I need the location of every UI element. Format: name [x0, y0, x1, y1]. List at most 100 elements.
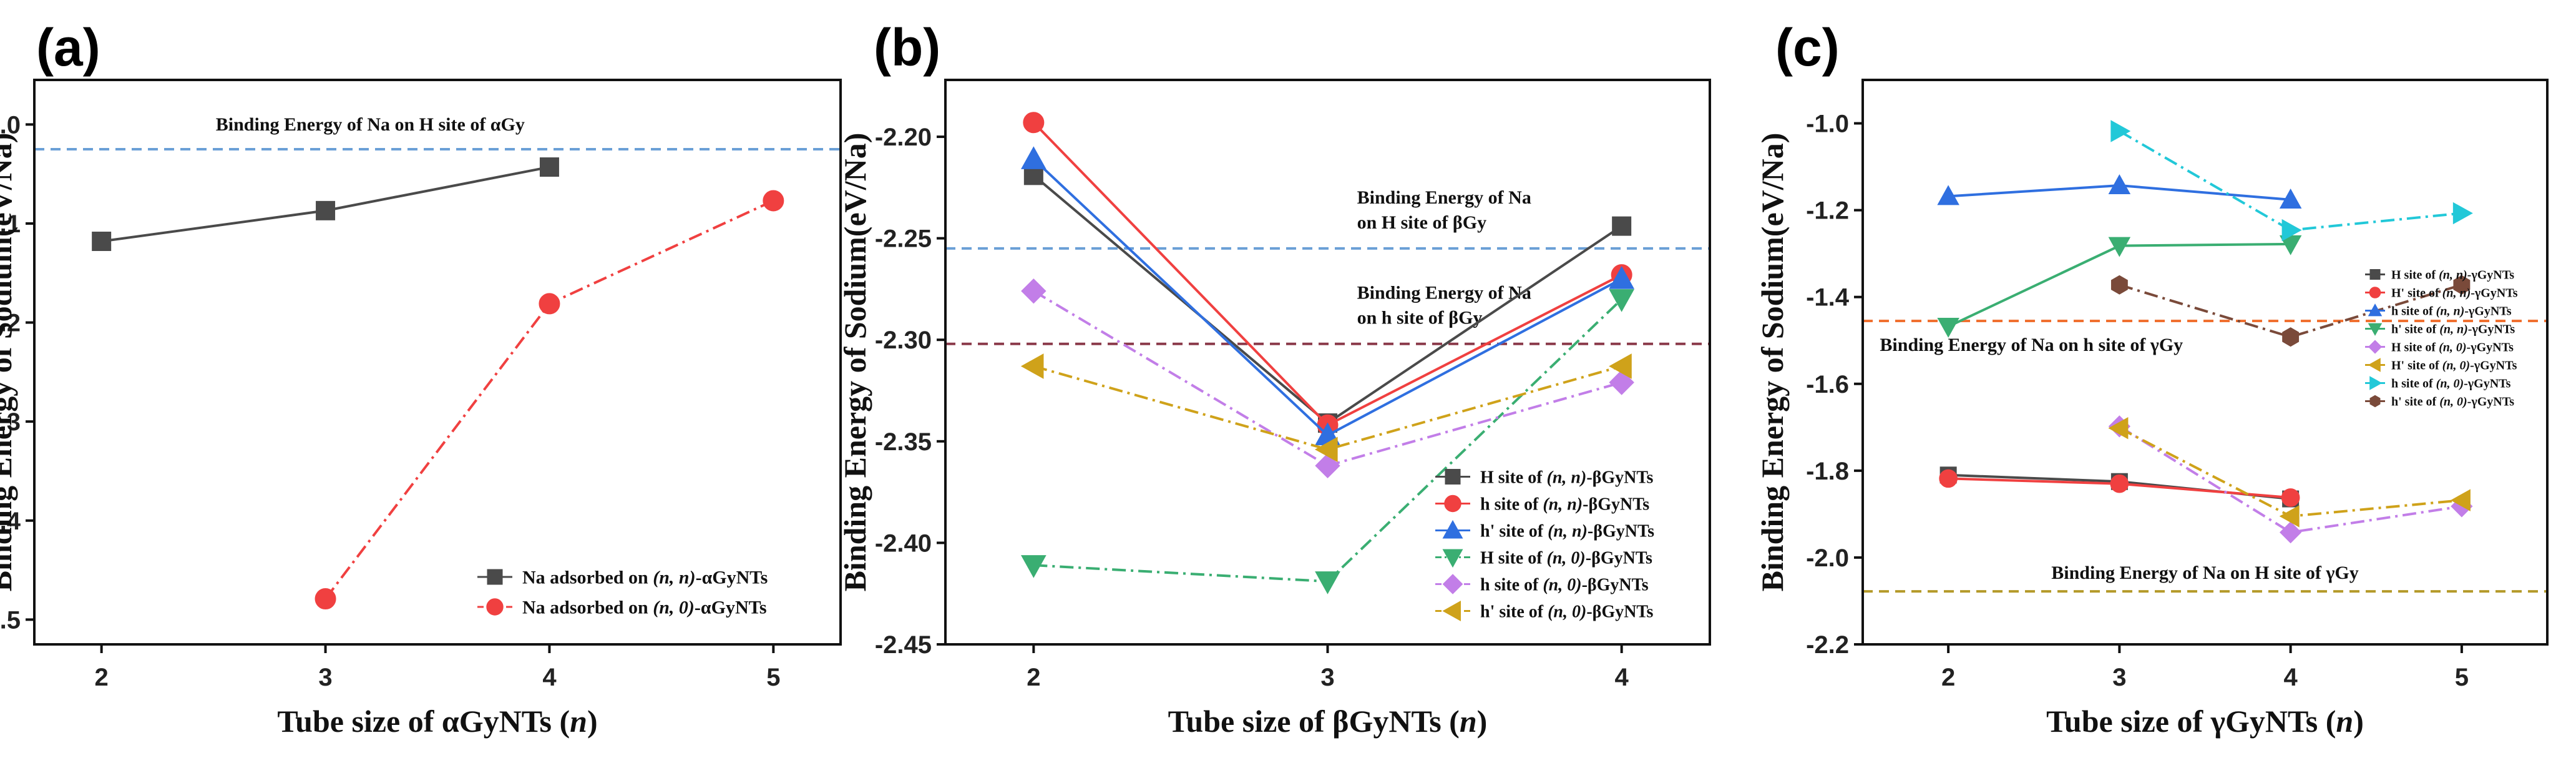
y-tick-label: -1.8 — [1806, 458, 1849, 485]
x-axis-title-part: ) — [1477, 704, 1488, 739]
legend-label-part: H site of — [1480, 548, 1547, 568]
legend-marker — [1442, 549, 1463, 568]
data-point — [2281, 488, 2300, 507]
legend-label-part: (n, n) — [2439, 323, 2468, 337]
legend-label: h site of (n, 0)-βGyNTs — [1480, 575, 1649, 594]
x-axis-title-part: Tube size of γGyNTs ( — [2046, 704, 2336, 739]
data-point — [1020, 146, 1046, 169]
legend-label-part: Na adsorbed on — [522, 568, 653, 588]
data-point — [2110, 474, 2129, 493]
x-tick-label: 4 — [542, 664, 557, 691]
y-tick-label: -2.1 — [0, 210, 21, 238]
x-tick-label: 4 — [1615, 664, 1629, 691]
data-point — [1612, 216, 1632, 236]
legend-label: H site of (n, 0)-γGyNTs — [2391, 341, 2514, 355]
legend-label: h site of (n, n)-βGyNTs — [1480, 495, 1649, 514]
legend-marker — [2368, 358, 2381, 372]
legend-marker — [1442, 601, 1461, 621]
legend-label-part: (n, 0) — [1543, 575, 1581, 594]
legend-marker — [2368, 303, 2383, 317]
x-axis-title-part: n — [1460, 704, 1477, 739]
legend-item: Na adsorbed on (n, 0)-αGyNTs — [477, 598, 767, 618]
reference-line-label: Binding Energy of Na on h site of γGy — [1880, 335, 2183, 355]
legend-label-part: h site of — [2391, 305, 2436, 318]
legend-label-part: -βGyNTs — [1586, 468, 1653, 487]
legend-item: h site of (n, 0)-γGyNTs — [2365, 376, 2511, 391]
legend-label-part: -γGyNTs — [2464, 305, 2512, 318]
y-tick-label: -1.6 — [1806, 371, 1849, 398]
data-point — [2282, 327, 2300, 347]
legend-label: H site of (n, n)-γGyNTs — [2391, 268, 2514, 282]
legend-label-part: H site of — [2391, 341, 2439, 355]
data-point — [1937, 317, 1959, 338]
x-axis-title-part: Tube size of αGyNTs ( — [277, 704, 570, 739]
legend-marker — [2369, 269, 2381, 280]
legend-label-part: -βGyNTs — [1582, 575, 1649, 594]
y-axis-title: Binding Energy of Sodium(eV/Na) — [1755, 133, 1790, 592]
reference-line-label: on h site of βGy — [1357, 308, 1483, 328]
chart-panel-c: (c) Binding Energy of Na on h site of γGy… — [1755, 18, 2549, 739]
legend-label-part: (n, 0) — [2442, 359, 2470, 373]
data-point — [2110, 120, 2131, 142]
data-point — [1023, 112, 1045, 134]
chart-panel-b: (b) Binding Energy of Na on H site of βGy B… — [837, 18, 1711, 739]
legend-label-part: -γGyNTs — [2468, 323, 2515, 337]
x-tick-label: 5 — [766, 664, 780, 691]
legend-label-part: -βGyNTs — [1588, 521, 1654, 541]
x-tick-label: 4 — [2284, 664, 2298, 691]
legend-label: H site of (n, n)-βGyNTs — [1480, 468, 1654, 487]
x-axis-title-part: n — [2336, 704, 2353, 739]
legend-label: h' site of (n, 0)-γGyNTs — [2391, 395, 2514, 409]
legend-label-part: -γGyNTs — [2467, 395, 2515, 409]
legend-label-part: -γGyNTs — [2467, 341, 2514, 355]
legend-label-part: -βGyNTs — [1586, 602, 1653, 621]
data-point — [2453, 275, 2471, 295]
legend-label-part: Na adsorbed on — [522, 598, 653, 618]
plot-frame — [1861, 79, 2549, 646]
legend-item: H site of (n, 0)-γGyNTs — [2365, 340, 2514, 355]
series-line — [1032, 121, 1622, 427]
legend-label-part: -βGyNTs — [1586, 548, 1652, 568]
data-point — [1609, 266, 1635, 289]
data-point — [2108, 237, 2131, 257]
legend-item: h site of (n, n)-βGyNTs — [1435, 495, 1649, 514]
x-axis-title-part: Tube size of βGyNTs ( — [1168, 704, 1460, 739]
reference-line-label: on H site of βGy — [1357, 212, 1486, 233]
data-point — [539, 293, 560, 315]
legend-item: h site of (n, n)-γGyNTs — [2365, 303, 2512, 318]
legend-label-part: h' site of — [1480, 602, 1548, 621]
legend-label-part: (n, n) — [653, 568, 695, 588]
x-tick-label: 2 — [1027, 664, 1040, 691]
reference-line-label: Binding Energy of Na on H site of αGy — [216, 114, 525, 135]
legend-label: H' site of (n, n)-γGyNTs — [2391, 287, 2518, 300]
y-axis-title: Binding Energy of Sodium(eV/Na) — [0, 133, 18, 592]
x-axis-title-part: ) — [587, 704, 598, 739]
data-point — [1937, 185, 1959, 205]
y-tick-label: -2.40 — [875, 529, 932, 557]
legend-marker — [1442, 519, 1463, 539]
legend-label-part: h site of — [2391, 377, 2436, 391]
legend-label-part: (n, 0) — [653, 598, 695, 618]
legend-label: H site of (n, 0)-βGyNTs — [1480, 548, 1652, 568]
x-axis-title: Tube size of βGyNTs (n) — [1168, 704, 1488, 739]
legend-label-part: -γGyNTs — [2471, 287, 2518, 300]
y-tick-label: -2.0 — [1806, 544, 1849, 572]
data-point — [316, 200, 336, 220]
legend-label-part: H site of — [2391, 268, 2439, 282]
data-point — [2280, 521, 2302, 544]
data-point — [1314, 436, 1338, 463]
data-point — [1020, 353, 1044, 379]
legend-label-part: (n, 0) — [1547, 548, 1586, 568]
data-point — [1021, 278, 1046, 304]
legend-label-part: -βGyNTs — [1583, 495, 1649, 514]
legend-marker — [1444, 495, 1461, 513]
legend-label: h' site of (n, n)-βGyNTs — [1480, 521, 1654, 541]
data-point — [2279, 188, 2302, 209]
series-line — [1033, 365, 1622, 451]
legend-label: h' site of (n, 0)-βGyNTs — [1480, 602, 1654, 621]
y-tick-label: -2.45 — [875, 631, 932, 659]
legend-item: H' site of (n, n)-γGyNTs — [2365, 287, 2518, 300]
data-point — [1020, 555, 1046, 578]
